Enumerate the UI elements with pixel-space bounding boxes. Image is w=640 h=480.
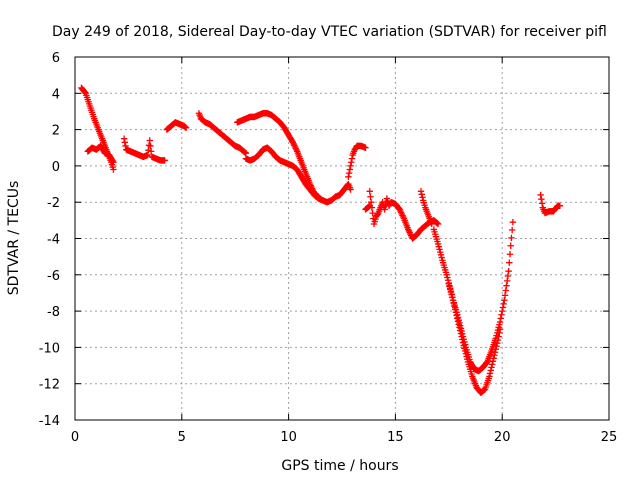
data-point: [242, 149, 250, 157]
data-point: [496, 318, 504, 326]
data-point: [362, 144, 369, 151]
data-point: [489, 358, 497, 365]
data-point: [428, 220, 435, 228]
x-tick-label: 10: [280, 430, 297, 445]
data-point: [366, 188, 373, 195]
data-point: [501, 297, 508, 304]
data-point: [120, 135, 128, 142]
data-point: [434, 220, 442, 228]
data-point: [486, 373, 493, 380]
data-point: [315, 193, 322, 200]
data-point: [346, 166, 354, 173]
grid-layer: [75, 57, 609, 420]
data-point: [498, 311, 505, 318]
data-point: [147, 142, 154, 150]
data-point: [374, 211, 381, 218]
data-point: [489, 361, 496, 368]
data-point: [508, 226, 516, 234]
data-point: [367, 193, 374, 200]
x-tick-label: 0: [71, 430, 79, 445]
data-point: [509, 218, 517, 226]
data-point: [367, 199, 375, 206]
data-point: [369, 209, 376, 217]
data-point: [508, 234, 515, 242]
y-tick-label: 6: [52, 51, 60, 66]
y-tick-label: -12: [39, 378, 60, 393]
data-point: [538, 200, 546, 207]
data-point: [503, 277, 511, 285]
y-tick-label: 2: [52, 124, 60, 139]
y-tick-label: 4: [52, 87, 60, 102]
data-point: [109, 157, 116, 165]
data-point: [419, 194, 426, 201]
data-point: [81, 89, 89, 96]
data-point: [348, 159, 355, 166]
data-point: [348, 155, 356, 162]
data-point: [345, 173, 352, 180]
y-tick-label: -6: [47, 269, 60, 284]
data-point: [147, 148, 155, 155]
data-point: [110, 166, 117, 173]
y-tick-label: -8: [47, 305, 60, 320]
data-point: [488, 364, 495, 371]
y-tick-label: -2: [47, 196, 60, 211]
y-axis-label: SDTVAR / TECUs: [6, 181, 22, 296]
data-point: [500, 300, 507, 308]
x-axis-label: GPS time / hours: [281, 458, 398, 474]
data-point: [537, 191, 544, 199]
data-point: [110, 159, 117, 166]
data-point: [499, 304, 507, 311]
data-point: [507, 242, 514, 249]
x-tick-label: 15: [387, 430, 404, 445]
data-point: [121, 139, 129, 146]
chart-title: Day 249 of 2018, Sidereal Day-to-day VTE…: [52, 24, 607, 40]
data-point: [144, 151, 151, 159]
data-point: [368, 204, 376, 211]
data-point: [345, 169, 353, 177]
data-point: [145, 146, 152, 154]
data-point: [381, 206, 388, 213]
data-point: [418, 191, 425, 198]
data-point: [486, 370, 494, 377]
x-tick-label: 5: [178, 430, 186, 445]
y-tick-label: -14: [39, 414, 60, 429]
data-point: [505, 267, 512, 275]
data-point: [504, 272, 512, 280]
data-point: [161, 157, 168, 164]
data-point: [347, 186, 354, 193]
x-tick-label: 20: [494, 430, 511, 445]
data-point: [499, 307, 506, 315]
tick-layer: 0 5 10 15 20 25 -14 -12 -10 -8 -6 -4 -2 0 2 4 6: [39, 51, 618, 445]
data-point: [506, 259, 513, 266]
y-tick-label: -4: [47, 233, 60, 248]
data-point: [347, 162, 354, 170]
y-tick-label: -10: [39, 341, 60, 356]
data-point: [502, 287, 509, 294]
data-point: [417, 188, 425, 195]
data-point: [182, 124, 190, 131]
data-point: [122, 142, 129, 150]
data-point: [506, 251, 514, 258]
data-point: [146, 137, 153, 144]
data-point: [501, 292, 509, 299]
x-tick-label: 25: [601, 430, 618, 445]
data-point: [503, 282, 510, 289]
data-layer: [78, 84, 564, 396]
y-tick-label: 0: [52, 160, 60, 175]
data-point: [497, 315, 504, 322]
data-point: [538, 195, 545, 203]
data-point: [487, 367, 495, 374]
data-point: [556, 202, 564, 210]
